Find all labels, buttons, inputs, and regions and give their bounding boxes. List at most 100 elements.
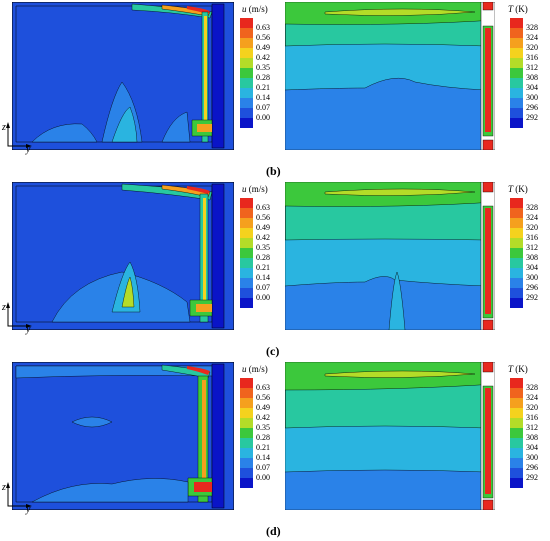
colorbar-tick-label: 0.00 [256,473,270,482]
colorbar-tick-label: 0.49 [256,403,270,412]
colorbar-swatch [240,278,253,288]
velocity-contour-plot [12,182,234,330]
colorbar-swatch [240,378,253,388]
colorbar-swatch [510,78,523,88]
colorbar-swatch [510,248,523,258]
axis-y-label: y [26,144,31,155]
colorbar-tick-label: 324 [526,213,538,222]
colorbar-tick-label: 0.63 [256,203,270,212]
colorbar-tick-label: 312 [526,423,538,432]
colorbar-tick-label: 0.42 [256,53,270,62]
colorbar-tick-label: 0.49 [256,223,270,232]
colorbar-tick-label: 304 [526,263,538,272]
colorbar-tick-label: 0.42 [256,233,270,242]
colorbar-tick-label: 0.00 [256,113,270,122]
axis-y-label: y [26,504,31,515]
colorbar-swatch [240,88,253,98]
colorbar-tick-label: 312 [526,63,538,72]
colorbar-swatch [240,478,253,488]
colorbar-swatch [510,218,523,228]
colorbar-swatch [240,38,253,48]
colorbar-swatch [240,48,253,58]
colorbar-tick-label: 0.21 [256,83,270,92]
velocity-colorbar-title: u (m/s) [242,184,268,194]
panel-caption: (b) [266,164,281,178]
colorbar-tick-label: 0.07 [256,463,270,472]
colorbar-swatch [240,398,253,408]
colorbar-tick-label: 328 [526,23,538,32]
figure-row-d: u (m/s) 0.63 0.56 0.49 0.42 0.35 0.28 0.21 0.14… [0,360,550,540]
colorbar-tick-label: 324 [526,33,538,42]
colorbar-swatch [240,248,253,258]
axis-z-label: z [2,122,6,133]
colorbar-swatch [510,108,523,118]
colorbar-swatch [240,208,253,218]
colorbar-swatch [240,108,253,118]
colorbar-tick-label: 324 [526,393,538,402]
temperature-contour-plot [285,362,495,510]
colorbar-tick-label: 0.49 [256,43,270,52]
colorbar-tick-label: 0.14 [256,93,270,102]
colorbar-tick-label: 320 [526,403,538,412]
colorbar-swatch [240,238,253,248]
colorbar-swatch [240,28,253,38]
colorbar-swatch [510,398,523,408]
colorbar-swatch [510,48,523,58]
panel-caption: (d) [266,524,281,538]
colorbar-swatch [510,18,523,28]
colorbar-tick-label: 300 [526,273,538,282]
colorbar-swatch [240,408,253,418]
colorbar-swatch [510,418,523,428]
colorbar-swatch [240,218,253,228]
colorbar-swatch [510,198,523,208]
temperature-contour-plot [285,182,495,330]
colorbar-swatch [240,468,253,478]
colorbar-tick-label: 308 [526,433,538,442]
colorbar-swatch [510,208,523,218]
colorbar-swatch [240,58,253,68]
colorbar-tick-label: 0.14 [256,453,270,462]
colorbar-tick-label: 316 [526,413,538,422]
colorbar-tick-label: 300 [526,453,538,462]
colorbar-tick-label: 0.63 [256,23,270,32]
colorbar-swatch [510,268,523,278]
colorbar-tick-label: 0.63 [256,383,270,392]
colorbar-tick-label: 296 [526,103,538,112]
colorbar-tick-label: 0.00 [256,293,270,302]
colorbar-swatch [510,388,523,398]
colorbar-tick-label: 320 [526,43,538,52]
colorbar-swatch [240,18,253,28]
colorbar-swatch [240,288,253,298]
colorbar-tick-label: 0.35 [256,243,270,252]
colorbar-tick-label: 308 [526,73,538,82]
colorbar-swatch [240,268,253,278]
temperature-colorbar-title: T (K) [508,4,528,14]
colorbar-tick-label: 0.21 [256,443,270,452]
colorbar-tick-label: 0.07 [256,103,270,112]
colorbar-tick-label: 304 [526,83,538,92]
colorbar-tick-label: 308 [526,253,538,262]
colorbar-swatch [240,298,253,308]
colorbar-swatch [510,448,523,458]
colorbar-tick-label: 0.56 [256,33,270,42]
colorbar-swatch [510,38,523,48]
colorbar-swatch [510,378,523,388]
colorbar-tick-label: 312 [526,243,538,252]
colorbar-swatch [240,388,253,398]
colorbar-swatch [240,418,253,428]
temperature-contour-plot [285,2,495,150]
colorbar-swatch [240,428,253,438]
colorbar-tick-label: 328 [526,203,538,212]
colorbar-swatch [510,258,523,268]
colorbar-tick-label: 0.07 [256,283,270,292]
colorbar-tick-label: 328 [526,383,538,392]
colorbar-tick-label: 292 [526,293,538,302]
colorbar-swatch [240,458,253,468]
velocity-contour-plot [12,362,234,510]
figure-row-c: u (m/s) 0.63 0.56 0.49 0.42 0.35 0.28 0.21 0.14… [0,180,550,360]
colorbar-tick-label: 0.56 [256,393,270,402]
colorbar-tick-label: 304 [526,443,538,452]
colorbar-swatch [510,228,523,238]
colorbar-tick-label: 0.21 [256,263,270,272]
colorbar-swatch [510,408,523,418]
